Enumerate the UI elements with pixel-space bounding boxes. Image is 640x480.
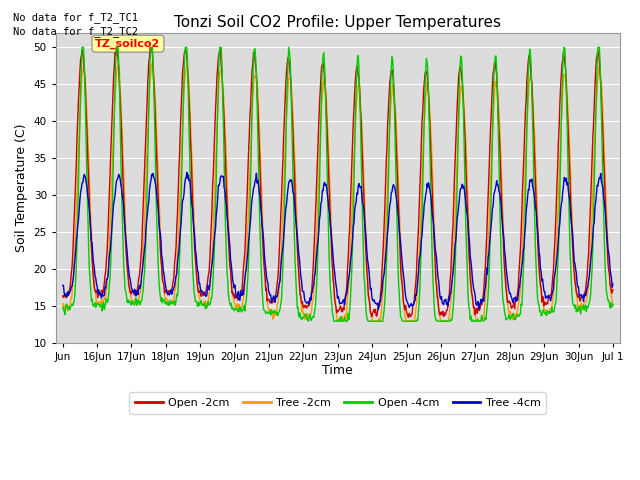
- Text: No data for f_T2_TC1: No data for f_T2_TC1: [13, 12, 138, 23]
- X-axis label: Time: Time: [323, 364, 353, 377]
- Text: TZ_soilco2: TZ_soilco2: [95, 38, 161, 49]
- Title: Tonzi Soil CO2 Profile: Upper Temperatures: Tonzi Soil CO2 Profile: Upper Temperatur…: [174, 15, 501, 30]
- Legend: Open -2cm, Tree -2cm, Open -4cm, Tree -4cm: Open -2cm, Tree -2cm, Open -4cm, Tree -4…: [129, 393, 547, 414]
- Y-axis label: Soil Temperature (C): Soil Temperature (C): [15, 124, 28, 252]
- Text: No data for f_T2_TC2: No data for f_T2_TC2: [13, 26, 138, 37]
